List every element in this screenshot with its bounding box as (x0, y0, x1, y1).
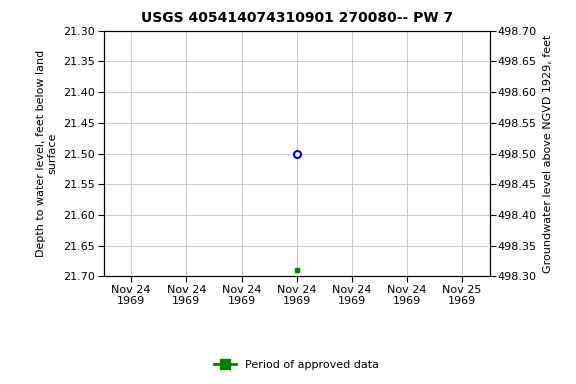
Legend: Period of approved data: Period of approved data (210, 355, 384, 374)
Y-axis label: Groundwater level above NGVD 1929, feet: Groundwater level above NGVD 1929, feet (543, 35, 552, 273)
Y-axis label: Depth to water level, feet below land
surface: Depth to water level, feet below land su… (36, 50, 58, 257)
Title: USGS 405414074310901 270080-- PW 7: USGS 405414074310901 270080-- PW 7 (141, 12, 453, 25)
